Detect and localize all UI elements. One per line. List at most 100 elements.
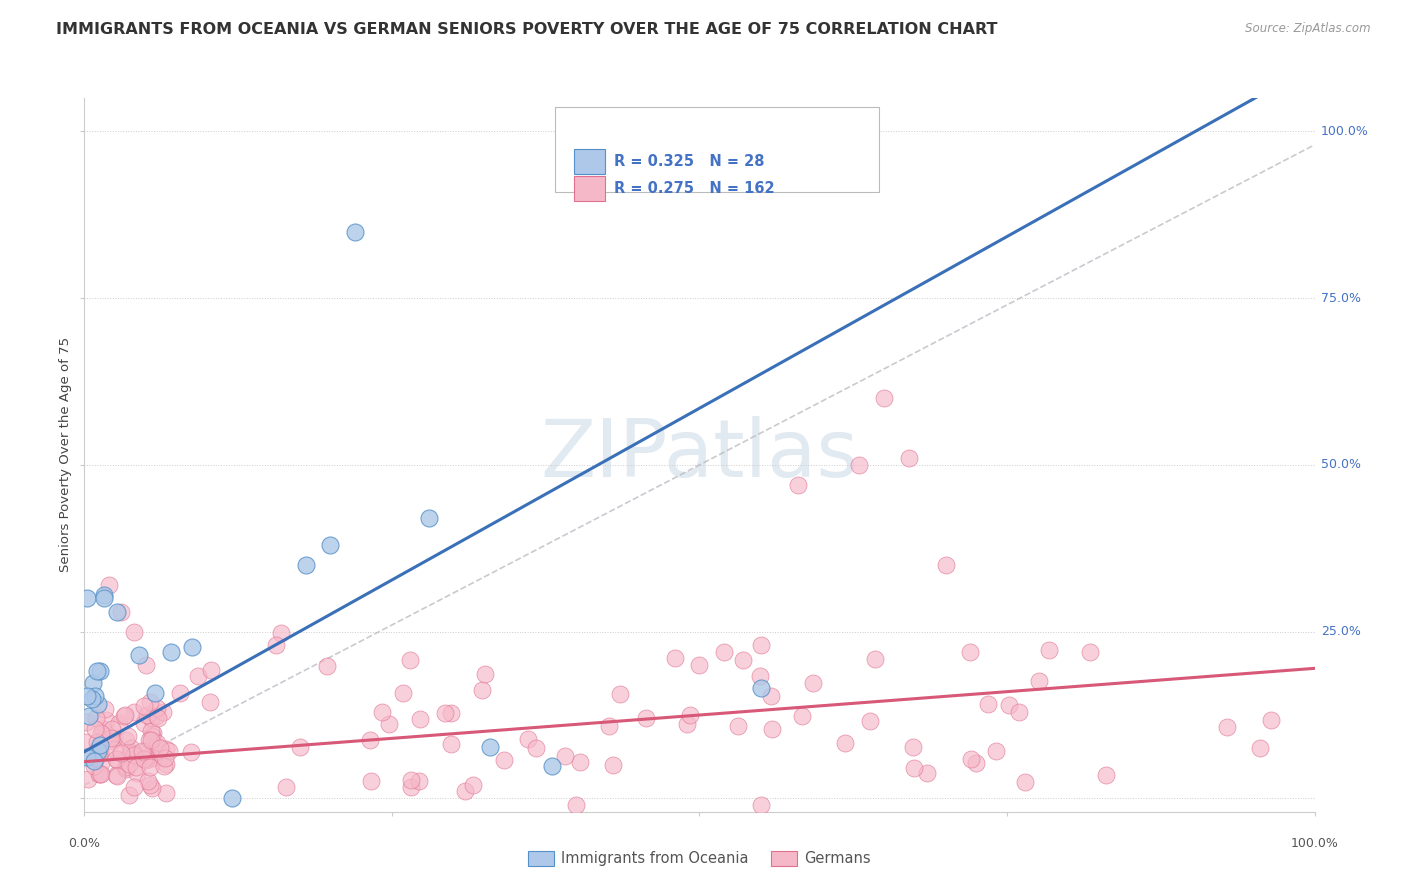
Point bbox=[83, 759, 105, 773]
Point bbox=[132, 715, 155, 730]
Text: 25.0%: 25.0% bbox=[1320, 625, 1361, 638]
Point bbox=[290, 740, 312, 755]
Point bbox=[863, 652, 886, 666]
Point bbox=[103, 731, 125, 746]
Point bbox=[76, 772, 98, 786]
Point bbox=[118, 788, 141, 802]
Point bbox=[76, 689, 98, 703]
Point bbox=[82, 691, 104, 706]
Point bbox=[135, 658, 157, 673]
Point bbox=[200, 694, 222, 708]
Point bbox=[110, 747, 132, 761]
Text: 75.0%: 75.0% bbox=[1320, 292, 1361, 305]
Point bbox=[93, 588, 115, 602]
Point bbox=[139, 723, 162, 738]
Point bbox=[399, 780, 422, 794]
Point bbox=[138, 773, 160, 788]
Point bbox=[82, 676, 104, 690]
Point bbox=[138, 733, 160, 747]
Point bbox=[139, 760, 162, 774]
Point bbox=[903, 761, 925, 775]
Point bbox=[153, 751, 176, 765]
Point bbox=[315, 659, 337, 673]
Point bbox=[977, 698, 1000, 712]
Text: R = 0.275   N = 162: R = 0.275 N = 162 bbox=[614, 181, 775, 195]
Point bbox=[834, 736, 856, 750]
Point bbox=[155, 742, 177, 756]
Point bbox=[915, 765, 938, 780]
Point bbox=[377, 716, 399, 731]
Point bbox=[149, 741, 172, 756]
Point bbox=[76, 749, 98, 764]
Point bbox=[180, 640, 202, 655]
Point bbox=[1216, 720, 1239, 734]
Point bbox=[139, 711, 162, 725]
Point bbox=[87, 742, 110, 756]
Point bbox=[115, 733, 138, 747]
Point bbox=[155, 757, 177, 772]
Point bbox=[554, 749, 576, 764]
Point bbox=[399, 653, 422, 667]
Point bbox=[997, 698, 1019, 713]
Point bbox=[474, 667, 496, 681]
Point bbox=[748, 669, 770, 683]
Point bbox=[689, 658, 711, 673]
Point bbox=[408, 774, 430, 789]
Point bbox=[187, 669, 209, 683]
Point bbox=[1038, 643, 1060, 657]
Point bbox=[1008, 705, 1031, 719]
Point bbox=[103, 741, 125, 756]
Point bbox=[270, 626, 292, 640]
Point bbox=[141, 781, 163, 796]
Point bbox=[848, 458, 870, 472]
Point bbox=[84, 751, 107, 765]
Point bbox=[609, 687, 631, 701]
Point bbox=[264, 638, 287, 652]
Point bbox=[1014, 774, 1036, 789]
Point bbox=[142, 726, 165, 740]
Text: R = 0.325   N = 28: R = 0.325 N = 28 bbox=[614, 154, 765, 169]
Point bbox=[344, 225, 367, 239]
Point bbox=[479, 739, 502, 754]
Point bbox=[134, 744, 156, 758]
Point bbox=[89, 664, 111, 678]
Point bbox=[749, 681, 772, 696]
Point bbox=[132, 699, 155, 714]
Point bbox=[75, 714, 97, 729]
Point bbox=[117, 729, 139, 743]
Text: IMMIGRANTS FROM OCEANIA VS GERMAN SENIORS POVERTY OVER THE AGE OF 75 CORRELATION: IMMIGRANTS FROM OCEANIA VS GERMAN SENIOR… bbox=[56, 22, 998, 37]
Point bbox=[112, 708, 135, 723]
Point bbox=[91, 722, 114, 736]
Point bbox=[360, 732, 382, 747]
Point bbox=[180, 745, 202, 759]
Point bbox=[897, 451, 920, 466]
Point bbox=[157, 743, 180, 757]
Point bbox=[679, 708, 702, 723]
Point bbox=[105, 768, 128, 782]
Point bbox=[120, 741, 142, 756]
Point bbox=[76, 591, 98, 606]
Text: 0.0%: 0.0% bbox=[69, 837, 100, 850]
Point bbox=[89, 745, 111, 759]
Point bbox=[274, 780, 297, 794]
Point bbox=[89, 766, 111, 780]
Point bbox=[959, 751, 981, 765]
Point bbox=[122, 748, 145, 763]
Point bbox=[169, 686, 191, 700]
Point bbox=[859, 714, 882, 728]
Point bbox=[634, 711, 657, 725]
Point bbox=[86, 735, 108, 749]
Point bbox=[150, 750, 173, 764]
Point bbox=[664, 651, 686, 665]
Y-axis label: Seniors Poverty Over the Age of 75: Seniors Poverty Over the Age of 75 bbox=[59, 337, 72, 573]
Point bbox=[118, 757, 141, 772]
Point bbox=[434, 706, 457, 720]
Point bbox=[86, 697, 108, 711]
Point bbox=[108, 716, 131, 731]
Text: ZIPatlas: ZIPatlas bbox=[540, 416, 859, 494]
Point bbox=[749, 638, 772, 652]
Point bbox=[100, 731, 122, 745]
Point bbox=[598, 718, 620, 732]
Point bbox=[935, 558, 957, 572]
Point bbox=[128, 648, 150, 663]
